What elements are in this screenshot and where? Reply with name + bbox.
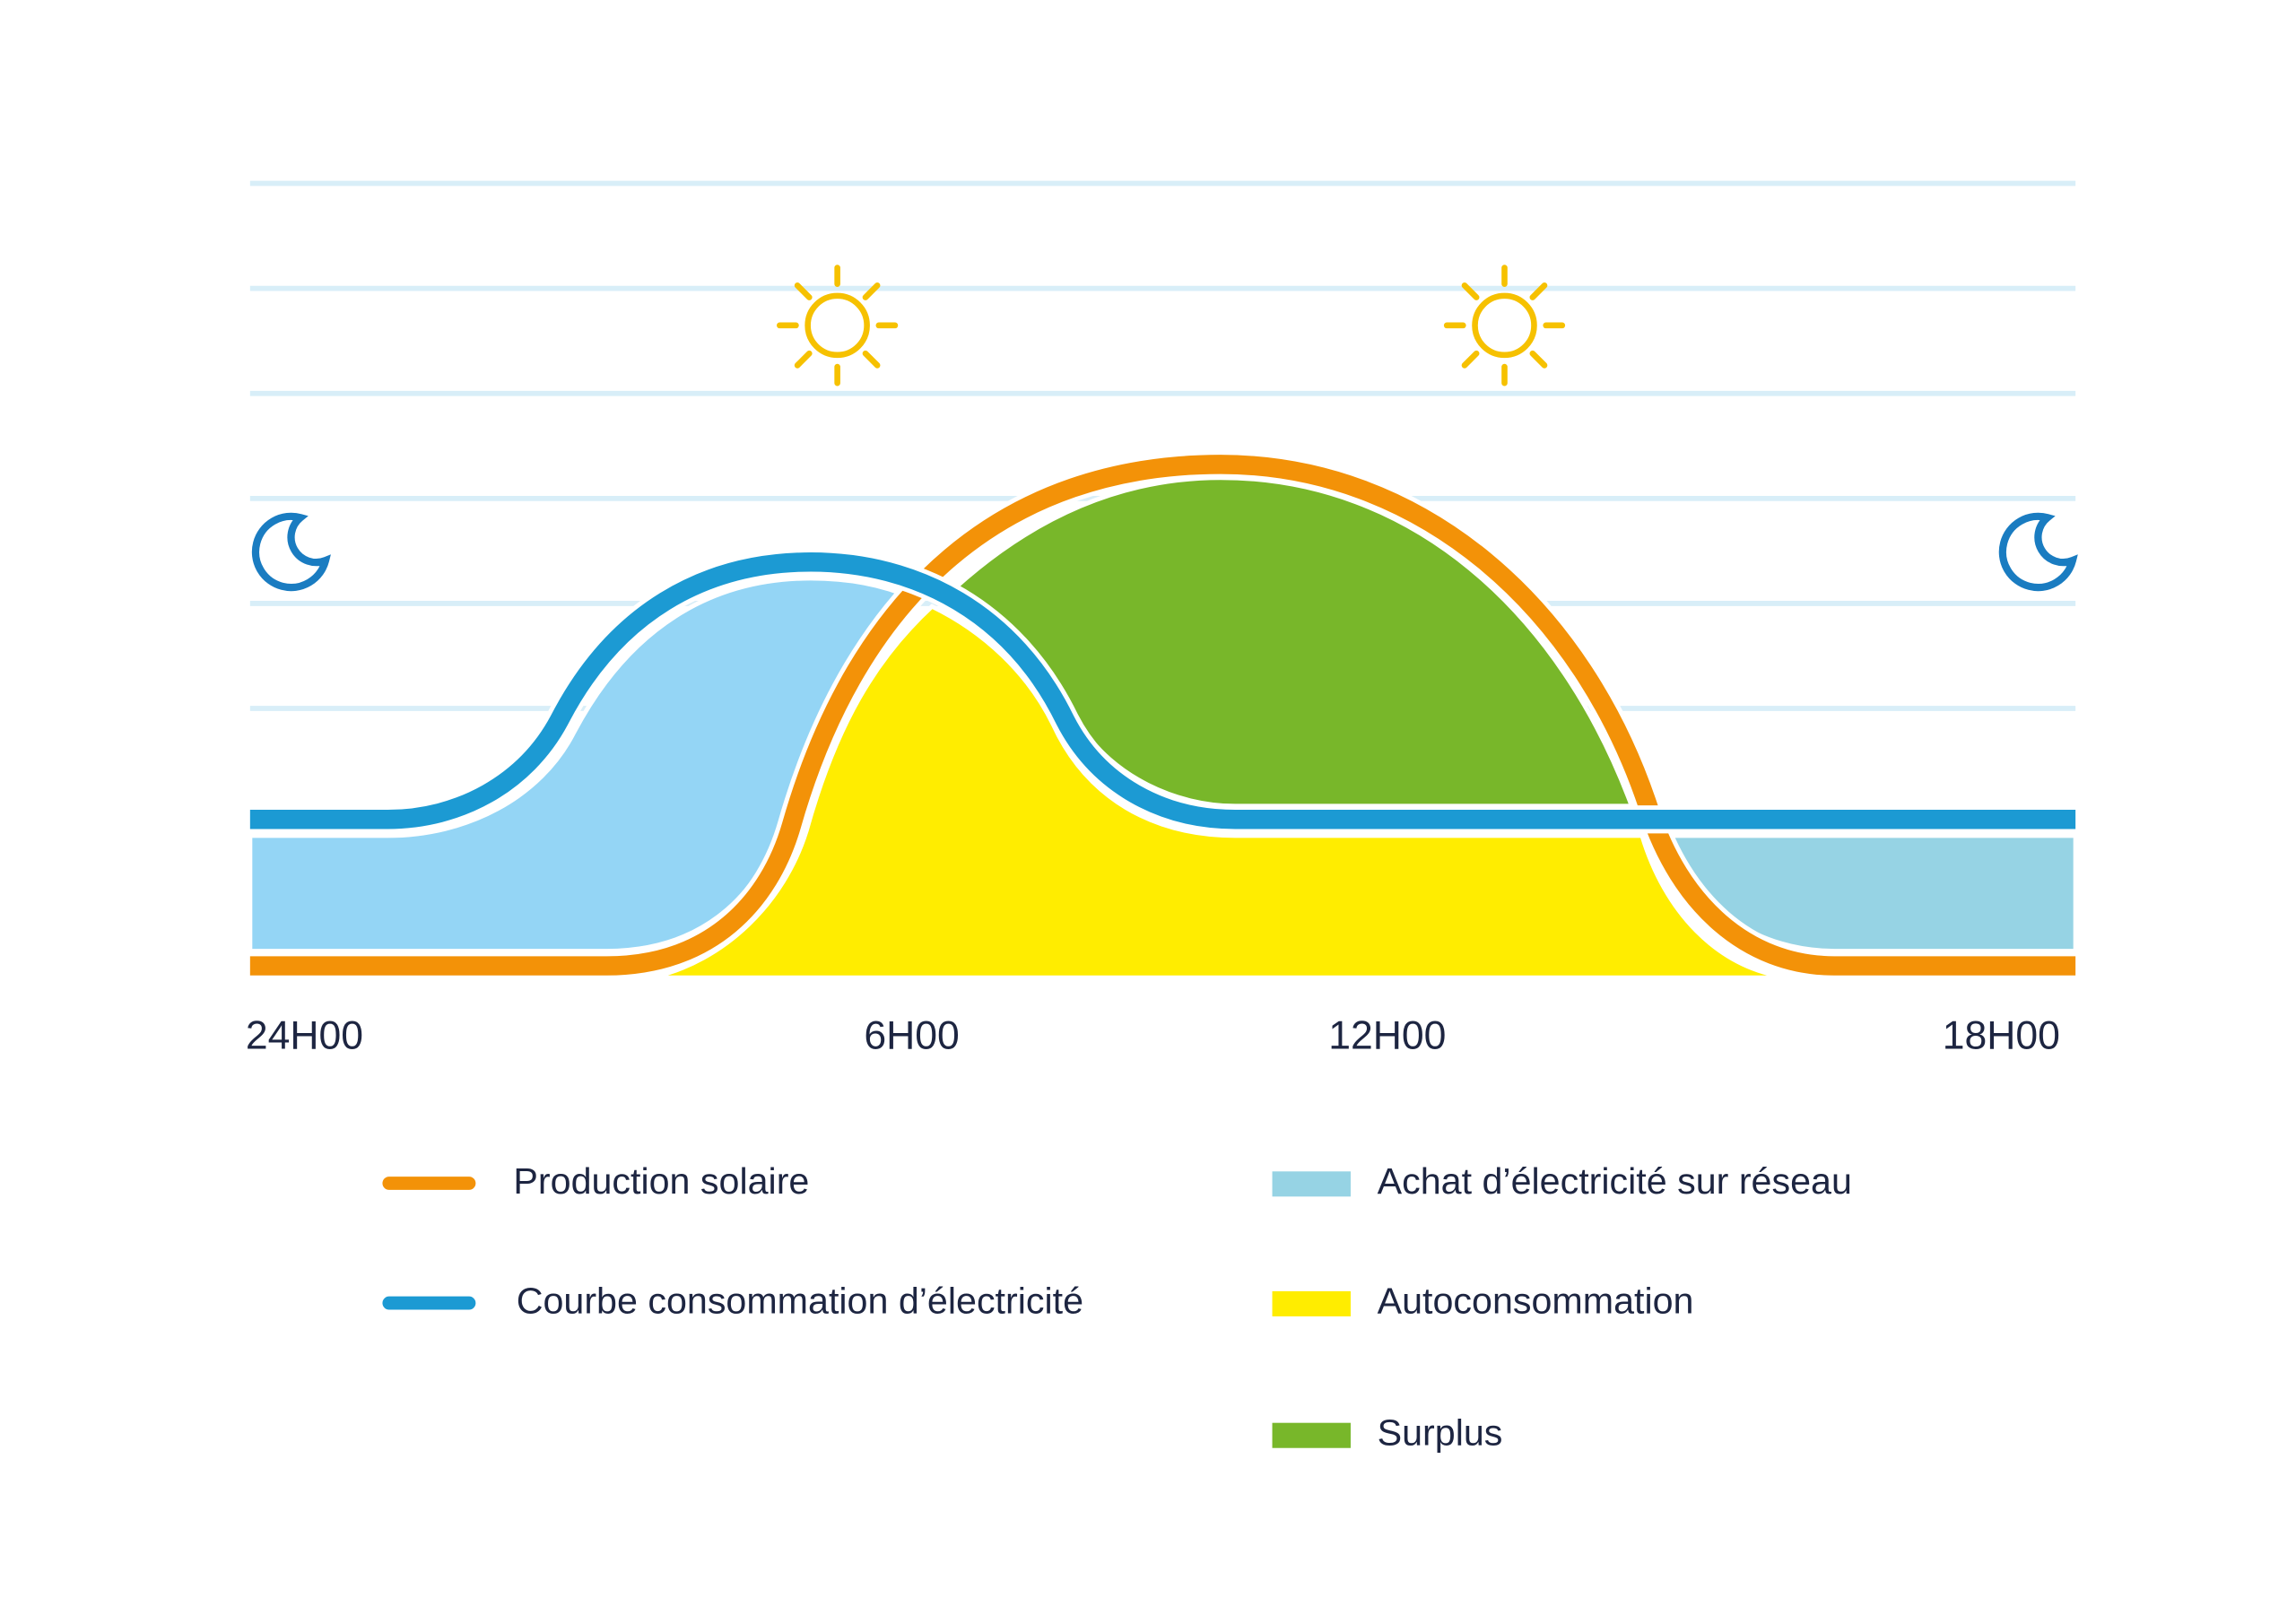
axis-tick-label: 12H00	[1328, 1013, 1446, 1057]
moon-icon	[251, 512, 331, 592]
legend-label: Surplus	[1378, 1411, 1503, 1453]
legend-label: Autoconsommation	[1378, 1281, 1694, 1322]
legend-swatch	[1272, 1171, 1351, 1197]
self-consumption-area	[650, 604, 1791, 980]
legend-item-grid-purchase: Achat d’électricité sur réseau	[1272, 1160, 1852, 1202]
sun-icon	[1443, 265, 1566, 386]
legend-swatch	[1272, 1290, 1351, 1316]
legend-item-self-consumption: Autoconsommation	[1272, 1281, 1694, 1322]
legend-label: Production solaire	[513, 1160, 809, 1202]
legend: Production solaire Courbe consommation d…	[382, 1160, 1852, 1453]
legend-item-production: Production solaire	[382, 1160, 809, 1202]
moon-icon	[1998, 512, 2078, 592]
axis-tick-label: 24H00	[246, 1013, 363, 1057]
consumption-curve	[249, 548, 2076, 834]
legend-item-consumption: Courbe consommation d’électricité	[382, 1281, 1083, 1322]
production-curve	[249, 450, 2076, 980]
axis-tick-label: 18H00	[1943, 1013, 2060, 1057]
legend-swatch	[1272, 1422, 1351, 1448]
legend-label: Courbe consommation d’électricité	[517, 1281, 1083, 1322]
legend-item-surplus: Surplus	[1272, 1411, 1503, 1453]
sun-icon	[777, 265, 899, 386]
axis-tick-label: 6H00	[864, 1013, 959, 1057]
legend-label: Achat d’électricité sur réseau	[1378, 1160, 1852, 1202]
